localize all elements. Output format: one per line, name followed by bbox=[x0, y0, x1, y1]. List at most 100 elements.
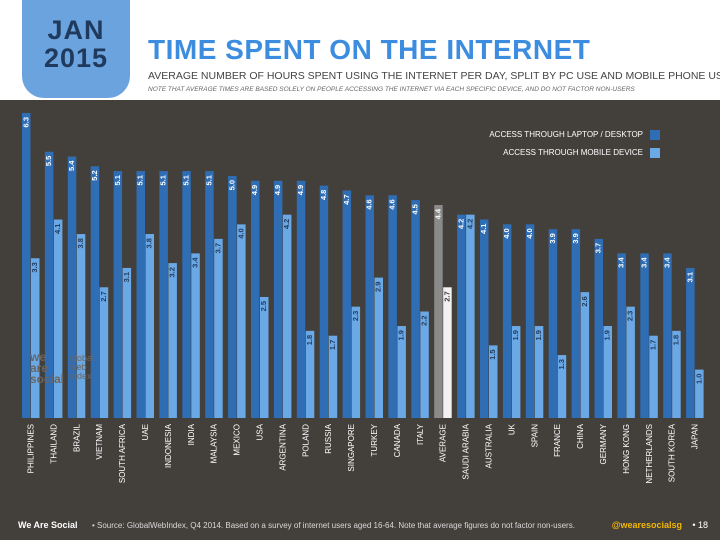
data-label-mobile-russia: 1.7 bbox=[328, 340, 337, 350]
footer: We Are Social • Source: GlobalWebIndex, … bbox=[0, 510, 720, 540]
data-label-laptop-france: 3.9 bbox=[548, 233, 557, 243]
data-label-laptop-malaysia: 5.1 bbox=[204, 175, 213, 185]
header-band: JAN 2015 TIME SPENT ON THE INTERNET AVER… bbox=[0, 0, 720, 100]
category-label-malaysia: MALAYSIA bbox=[210, 423, 219, 463]
bar-mobile-usa bbox=[260, 296, 269, 418]
data-label-laptop-brazil: 5.4 bbox=[67, 160, 76, 171]
bar-mobile-singapore bbox=[351, 306, 361, 418]
bar-mobile-russia bbox=[328, 335, 338, 418]
data-label-laptop-netherlands: 3.4 bbox=[640, 257, 649, 268]
legend-swatch-mobile bbox=[650, 148, 660, 158]
bar-mobile-australia bbox=[489, 345, 498, 418]
data-label-mobile-hong-kong: 2.3 bbox=[626, 311, 635, 321]
bar-mobile-philippines bbox=[31, 258, 40, 418]
bar-mobile-indonesia bbox=[168, 263, 177, 418]
category-label-indonesia: INDONESIA bbox=[164, 423, 173, 468]
bar-mobile-italy bbox=[420, 311, 429, 418]
gwi-logo: global web index bbox=[70, 353, 95, 381]
data-label-mobile-australia: 1.5 bbox=[488, 349, 497, 359]
data-label-mobile-india: 3.4 bbox=[191, 257, 200, 268]
footer-brand: We Are Social bbox=[18, 520, 78, 530]
data-label-mobile-south-africa: 3.1 bbox=[122, 272, 131, 282]
data-label-laptop-hong-kong: 3.4 bbox=[617, 257, 626, 268]
category-label-singapore: SINGAPORE bbox=[347, 424, 356, 472]
bar-mobile-malaysia bbox=[214, 238, 223, 418]
data-label-laptop-russia: 4.8 bbox=[319, 190, 328, 200]
data-label-mobile-brazil: 3.8 bbox=[76, 238, 85, 248]
bar-laptop-india bbox=[182, 171, 191, 418]
data-label-laptop-turkey: 4.6 bbox=[365, 199, 374, 209]
data-label-mobile-average: 2.7 bbox=[442, 291, 451, 301]
category-label-average: AVERAGE bbox=[439, 424, 448, 462]
legend-label-mobile: ACCESS THROUGH MOBILE DEVICE bbox=[503, 148, 643, 157]
bar-laptop-philippines bbox=[22, 113, 31, 418]
category-label-turkey: TURKEY bbox=[370, 423, 379, 456]
data-label-laptop-canada: 4.6 bbox=[388, 199, 397, 209]
category-label-japan: JAPAN bbox=[691, 424, 700, 449]
bar-laptop-argentina bbox=[273, 180, 283, 418]
chart-bars: 6.3 3.3 5.5 4.1 5.4 3.8 5.2 2.7 5.1 3.1 5.1 3.8 5.1 3… bbox=[21, 113, 704, 419]
legend-swatch-laptop bbox=[650, 130, 660, 140]
category-label-india: INDIA bbox=[187, 423, 196, 445]
category-label-australia: AUSTRALIA bbox=[485, 423, 494, 468]
bar-mobile-uae bbox=[145, 234, 154, 418]
bar-mobile-turkey bbox=[374, 277, 383, 418]
data-label-mobile-france: 1.3 bbox=[557, 359, 566, 369]
category-label-uae: UAE bbox=[141, 424, 150, 440]
bar-mobile-south-africa bbox=[122, 267, 132, 418]
data-label-laptop-uae: 5.1 bbox=[136, 175, 145, 185]
category-label-germany: GERMANY bbox=[599, 423, 608, 464]
bar-mobile-canada bbox=[397, 326, 406, 418]
data-label-laptop-singapore: 4.7 bbox=[342, 194, 351, 204]
data-label-laptop-japan: 3.1 bbox=[685, 272, 694, 282]
bar-laptop-france bbox=[548, 229, 558, 418]
category-label-usa: USA bbox=[256, 423, 265, 440]
category-label-saudi-arabia: SAUDI ARABIA bbox=[462, 423, 471, 479]
data-label-mobile-spain: 1.9 bbox=[534, 330, 543, 340]
bar-mobile-mexico bbox=[237, 224, 246, 418]
bar-laptop-australia bbox=[480, 219, 489, 418]
data-label-laptop-thailand: 5.5 bbox=[44, 156, 53, 166]
bar-laptop-spain bbox=[525, 224, 535, 418]
data-label-mobile-vietnam: 2.7 bbox=[99, 291, 108, 301]
bar-mobile-poland bbox=[305, 330, 315, 418]
data-label-mobile-philippines: 3.3 bbox=[30, 262, 39, 272]
data-label-laptop-australia: 4.1 bbox=[479, 224, 488, 234]
bar-laptop-saudi-arabia bbox=[457, 214, 466, 418]
bar-mobile-france bbox=[557, 355, 567, 418]
data-label-mobile-netherlands: 1.7 bbox=[649, 340, 658, 350]
bar-chart: ACCESS THROUGH LAPTOP / DESKTOP ACCESS TH… bbox=[21, 113, 704, 484]
category-label-spain: SPAIN bbox=[530, 424, 539, 448]
category-label-thailand: THAILAND bbox=[49, 424, 58, 464]
data-label-mobile-japan: 1.0 bbox=[694, 374, 703, 384]
footer-handle: @wearesocialsg bbox=[611, 520, 682, 530]
bar-laptop-netherlands bbox=[640, 253, 649, 418]
bar-laptop-mexico bbox=[228, 175, 237, 418]
bar-mobile-japan bbox=[695, 369, 704, 418]
bar-laptop-uk bbox=[502, 224, 512, 418]
bar-laptop-poland bbox=[296, 180, 306, 418]
bar-mobile-average bbox=[443, 287, 452, 418]
data-label-laptop-argentina: 4.9 bbox=[273, 185, 282, 195]
bar-mobile-india bbox=[191, 253, 200, 418]
data-label-laptop-usa: 4.9 bbox=[250, 185, 259, 195]
category-label-poland: POLAND bbox=[301, 424, 310, 457]
data-label-laptop-average: 4.4 bbox=[433, 208, 442, 219]
bar-mobile-spain bbox=[534, 326, 544, 418]
data-label-mobile-indonesia: 3.2 bbox=[168, 267, 177, 277]
chart-category-labels: PHILIPPINES THAILAND BRAZIL VIETNAM SOUTH AF… bbox=[27, 423, 700, 483]
bar-laptop-thailand bbox=[44, 151, 54, 418]
bar-laptop-uae bbox=[136, 171, 145, 418]
data-label-laptop-saudi-arabia: 4.2 bbox=[456, 219, 465, 229]
category-label-south-korea: SOUTH KOREA bbox=[668, 423, 677, 482]
data-label-laptop-south-africa: 5.1 bbox=[113, 175, 122, 185]
bar-laptop-hong-kong bbox=[617, 253, 626, 418]
data-label-mobile-germany: 1.9 bbox=[603, 330, 612, 340]
bar-laptop-usa bbox=[251, 180, 260, 418]
bar-laptop-indonesia bbox=[159, 171, 168, 418]
bar-laptop-south-africa bbox=[113, 171, 123, 418]
bar-mobile-saudi-arabia bbox=[466, 214, 475, 418]
bar-laptop-vietnam bbox=[90, 166, 100, 418]
chart-legend: ACCESS THROUGH LAPTOP / DESKTOP ACCESS TH… bbox=[489, 130, 660, 158]
bar-mobile-thailand bbox=[53, 219, 63, 418]
